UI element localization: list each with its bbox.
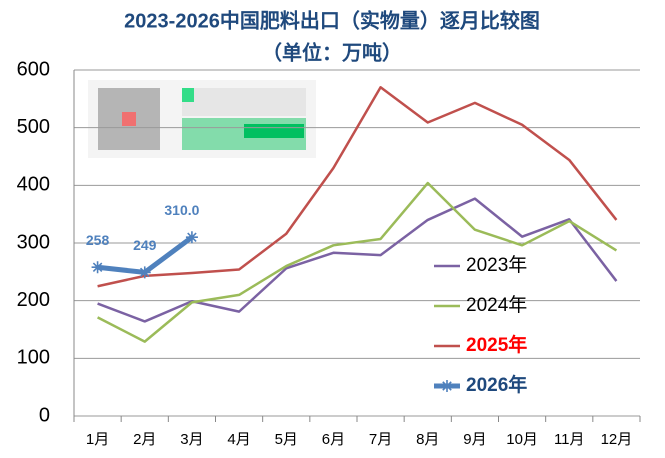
y-tick-label: 100	[17, 347, 50, 369]
data-label: 258	[86, 232, 110, 248]
y-tick-label: 200	[17, 289, 50, 311]
series-line	[97, 86, 618, 288]
chart-title: 2023-2026中国肥料出口（实物量）逐月比较图	[124, 8, 540, 32]
x-tick-label: 2月	[133, 431, 156, 448]
x-tick-label: 12月	[601, 431, 633, 448]
y-tick-label: 300	[17, 231, 50, 253]
legend-label: 2024年	[466, 294, 527, 316]
marker	[91, 261, 104, 274]
y-tick-label: 400	[17, 174, 50, 196]
x-tick-label: 9月	[463, 431, 486, 448]
x-tick-label: 8月	[416, 431, 439, 448]
data-label: 249	[133, 237, 157, 253]
x-tick-label: 7月	[369, 431, 392, 448]
x-tick-label: 5月	[275, 431, 298, 448]
marker	[441, 380, 453, 392]
y-tick-label: 500	[17, 116, 50, 138]
y-tick-label: 600	[17, 58, 50, 80]
marker	[185, 231, 198, 244]
blurred-image	[88, 80, 316, 158]
series-line	[97, 197, 618, 323]
legend-label: 2023年	[466, 254, 527, 276]
marker	[138, 266, 151, 279]
x-tick-label: 1月	[86, 431, 109, 448]
y-tick-label: 0	[39, 404, 50, 426]
x-tick-label: 4月	[227, 431, 250, 448]
x-tick-label: 10月	[506, 431, 538, 448]
x-tick-label: 11月	[554, 431, 585, 448]
x-tick-label: 3月	[180, 431, 203, 448]
series-line	[97, 181, 618, 343]
legend-label: 2025年	[466, 333, 527, 356]
chart-subtitle: （单位：万吨）	[262, 40, 402, 64]
data-label: 310.0	[164, 202, 199, 218]
x-tick-label: 6月	[322, 431, 345, 448]
legend-label: 2026年	[466, 373, 527, 396]
